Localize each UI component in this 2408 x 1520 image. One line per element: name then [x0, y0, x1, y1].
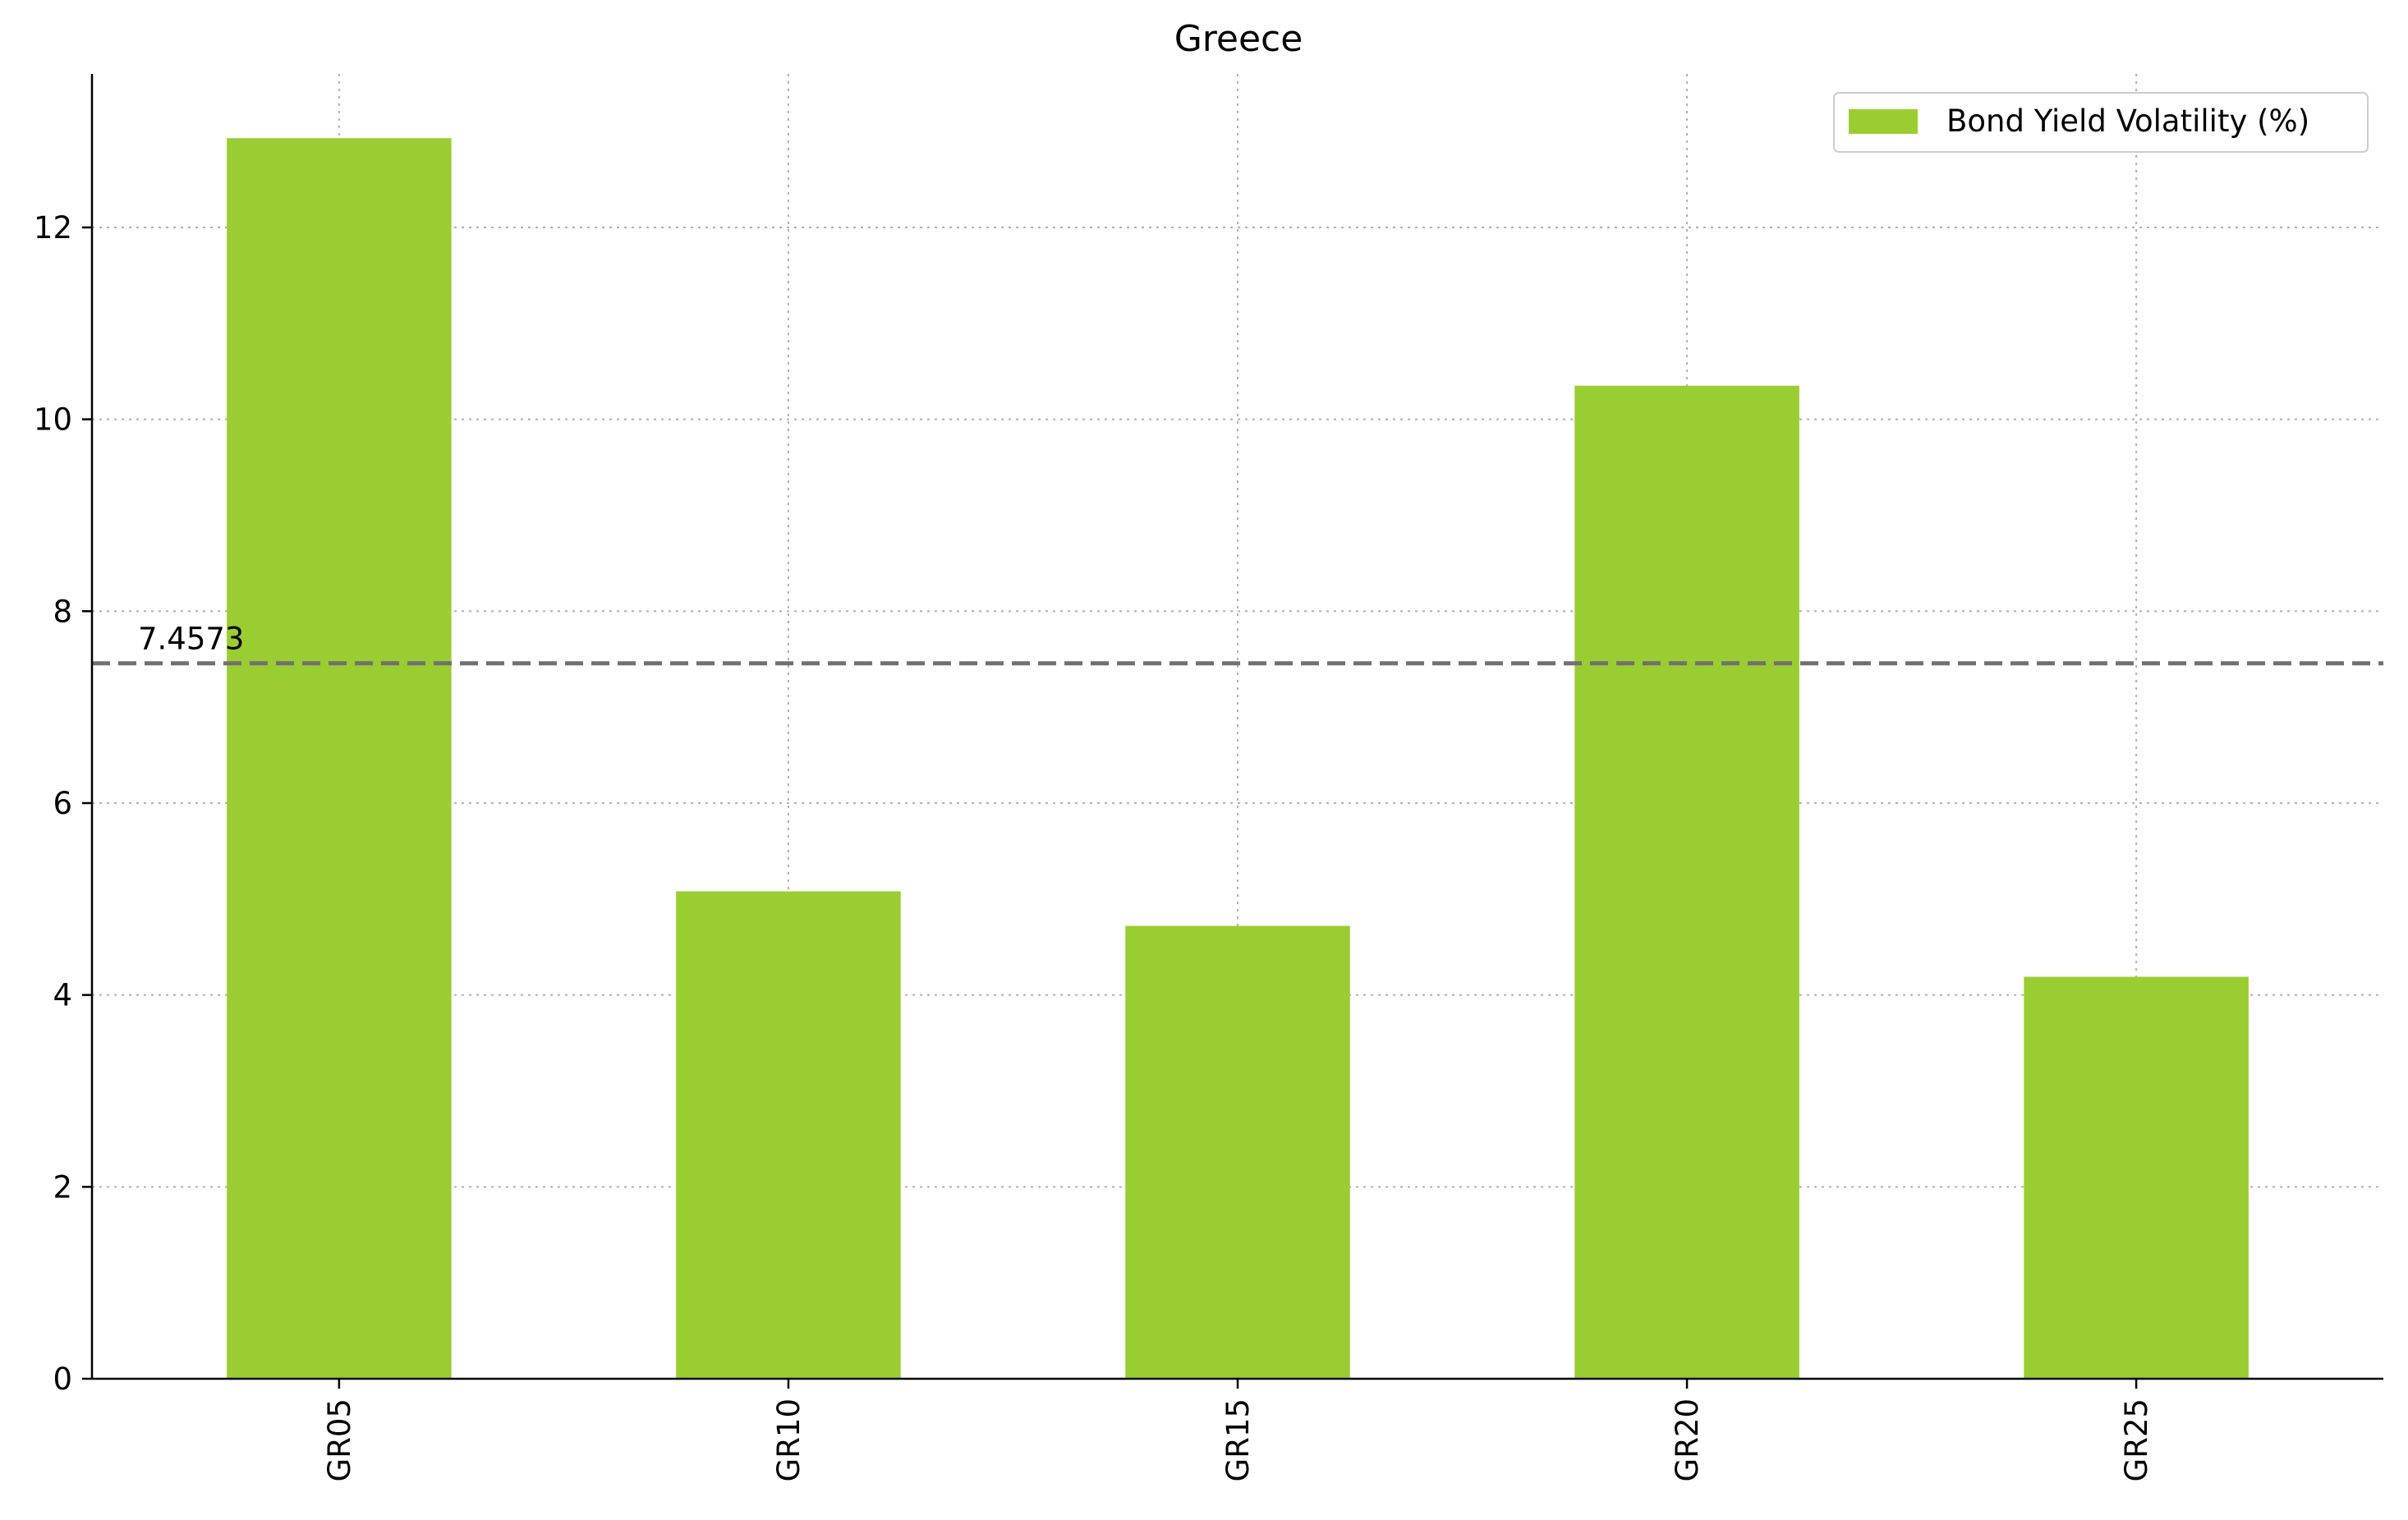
y-tick-label: 8	[53, 594, 72, 629]
bar-gr10	[676, 891, 901, 1379]
reference-line-group: 7.4573	[92, 622, 2383, 666]
y-tick-label: 2	[53, 1169, 72, 1205]
y-tick-label: 10	[34, 402, 72, 438]
x-tick-label: GR15	[1220, 1398, 1256, 1481]
bar-gr05	[227, 138, 452, 1379]
x-axis-ticks: GR05 GR10 GR15 GR20 GR25	[322, 1379, 2154, 1481]
x-tick-label: GR10	[771, 1398, 806, 1481]
reference-line-label: 7.4573	[138, 622, 244, 657]
legend-swatch	[1849, 109, 1918, 134]
x-tick-label: GR05	[322, 1398, 357, 1481]
bar-gr15	[1125, 925, 1350, 1379]
bars	[227, 138, 2249, 1380]
x-tick-label: GR25	[2119, 1398, 2154, 1481]
legend-label: Bond Yield Volatility (%)	[1946, 103, 2309, 139]
chart-title: Greece	[1174, 18, 1303, 60]
y-tick-label: 0	[53, 1362, 72, 1397]
bar-gr25	[2024, 976, 2249, 1379]
legend-frame	[1833, 92, 2369, 153]
x-tick-label: GR20	[1670, 1398, 1705, 1481]
y-tick-label: 4	[53, 978, 72, 1013]
y-axis-ticks: 0 2 4 6 8 10 12	[34, 210, 92, 1397]
bar-gr20	[1574, 385, 1799, 1380]
legend: Bond Yield Volatility (%)	[1833, 92, 2369, 153]
y-tick-label: 12	[34, 210, 72, 246]
y-tick-label: 6	[53, 786, 72, 821]
